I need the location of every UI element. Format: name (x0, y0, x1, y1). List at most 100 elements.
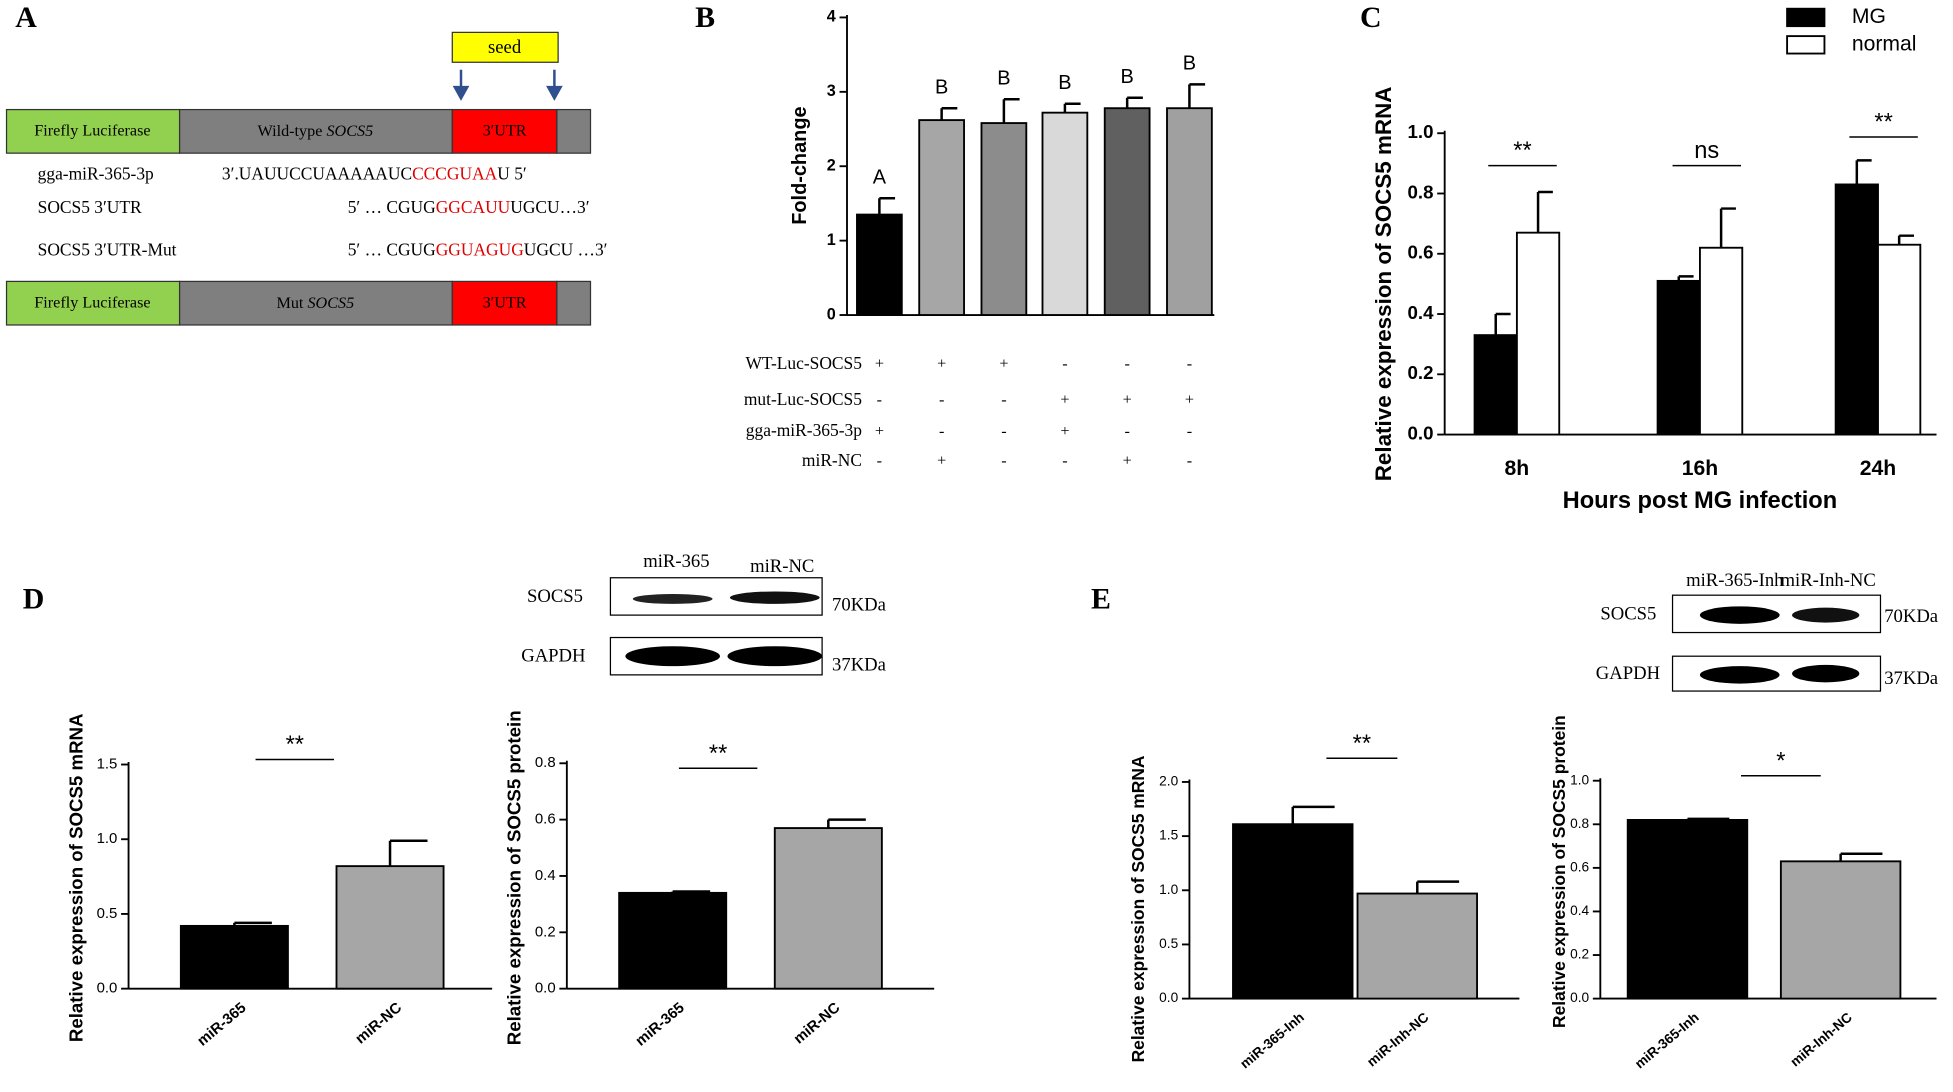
cell: + (1123, 392, 1132, 409)
y-tick-label: 0.2 (535, 923, 556, 940)
gene-prefix: Mut (276, 295, 303, 312)
group-letter: B (1183, 53, 1196, 75)
chart: 0.0 0.2 0.4 0.6 0.8 Relative expression of SO… (504, 710, 935, 1050)
x-tick-label: miR-365-Inh (1632, 1010, 1702, 1072)
cell: + (875, 356, 884, 373)
error-bar (671, 890, 711, 893)
bar (1834, 183, 1879, 436)
group-letter: B (1058, 72, 1071, 94)
error-bar (1494, 312, 1511, 336)
cell: - (939, 392, 944, 409)
band-label: SOCS5 (527, 586, 583, 607)
band-label: GAPDH (521, 646, 585, 667)
bar (335, 865, 445, 990)
x-tick-label: miR-Inh-NC (1788, 1010, 1855, 1070)
error-bar (388, 839, 428, 867)
x-axis-title: Hours post MG infection (1563, 488, 1838, 514)
sequence: 5′ … CGUGGGCAUUUGCU…3′ (348, 197, 590, 217)
y-tick-label: 1.0 (1570, 772, 1589, 787)
error-bar (1188, 83, 1206, 109)
y-tick-label: 0.4 (535, 867, 556, 884)
y-tick-label: 2.0 (1159, 774, 1178, 789)
cell: - (1124, 423, 1129, 440)
group-letter: B (1121, 66, 1134, 88)
x-tick-label: miR-NC (352, 999, 405, 1047)
utr-label: 3′UTR (483, 123, 527, 140)
row-label: WT-Luc-SOCS5 (745, 353, 862, 373)
lane-label: miR-365 (643, 551, 709, 572)
cell: - (1187, 356, 1192, 373)
cell: - (877, 392, 882, 409)
bar (1656, 279, 1701, 436)
gene-box (178, 108, 453, 154)
bar (1699, 246, 1744, 436)
bar (618, 891, 728, 990)
cell: + (937, 453, 946, 470)
y-tick-label: 0.0 (1570, 990, 1589, 1005)
error-bar (1536, 190, 1553, 233)
error-bar (1855, 159, 1872, 185)
cell: + (1123, 453, 1132, 470)
seq-seed: GGCAUU (436, 197, 511, 217)
y-tick-label: 1 (827, 231, 836, 249)
error-bar (878, 196, 896, 215)
cell: - (939, 423, 944, 440)
size-label: 37KDa (1884, 668, 1939, 689)
y-tick-label: 2 (827, 157, 836, 175)
cell: + (1060, 423, 1069, 440)
gene-name: SOCS5 (307, 295, 354, 312)
legend-swatch (1786, 7, 1826, 28)
x-tick-label: miR-365 (632, 999, 687, 1049)
y-tick-label: 1.5 (97, 755, 118, 772)
seq-name: SOCS5 3′UTR-Mut (38, 240, 177, 260)
tail-box (556, 108, 592, 154)
cell: - (1001, 392, 1006, 409)
y-axis-title: Relative expression of SOCS5 mRNA (65, 713, 86, 1042)
band-label: SOCS5 (1600, 603, 1656, 624)
cell: - (1062, 356, 1067, 373)
sequence: 3′.UAUUCCUAAAAAUCCCCGUAAU 5′ (222, 164, 527, 184)
cell: - (1187, 453, 1192, 470)
y-tick-label: 0.6 (1408, 242, 1434, 263)
y-tick-label: 0.8 (1570, 816, 1589, 831)
bar (856, 213, 903, 316)
row-label: gga-miR-365-3p (746, 420, 862, 440)
y-tick-label: 0.8 (1408, 181, 1434, 202)
seed-label: seed (488, 37, 522, 58)
row-label: miR-NC (802, 450, 862, 470)
bar (1779, 860, 1902, 1000)
bar (1041, 111, 1089, 316)
x-tick-label: 8h (1505, 457, 1530, 480)
bar (1515, 231, 1561, 436)
significance-label: * (1776, 748, 1785, 774)
group-letter: B (997, 68, 1010, 90)
band (632, 593, 713, 604)
y-axis-title: Relative expression of SOCS5 mRNA (1128, 755, 1148, 1062)
gene-name: SOCS5 (326, 123, 373, 140)
error-bar (233, 921, 272, 926)
seq-part: UGCU…3′ (510, 197, 589, 217)
cell: + (1185, 392, 1194, 409)
bar (773, 827, 883, 990)
gene-label: Mut SOCS5 (276, 295, 354, 312)
utr-box (451, 108, 558, 154)
bar (1473, 334, 1518, 436)
significance-label: ** (1874, 110, 1892, 136)
seq-part: 3′.UAUUCCUAAAAAUC (222, 164, 412, 184)
y-tick-label: 0.2 (1408, 362, 1434, 383)
tail-box (556, 280, 592, 326)
cell: + (937, 356, 946, 373)
legend-label: MG (1852, 5, 1886, 28)
gene-prefix: Wild-type (257, 123, 322, 140)
bar (179, 924, 289, 990)
y-tick-label: 0.4 (1408, 302, 1435, 323)
row-label: mut-Luc-SOCS5 (744, 389, 862, 409)
significance-label: ns (1694, 138, 1719, 164)
significance-label: ** (1513, 138, 1531, 164)
band (1699, 666, 1780, 684)
y-tick-label: 0.0 (97, 980, 118, 997)
bar (1356, 892, 1478, 1000)
y-axis-title: Fold-change (789, 106, 811, 224)
cell: + (999, 356, 1008, 373)
